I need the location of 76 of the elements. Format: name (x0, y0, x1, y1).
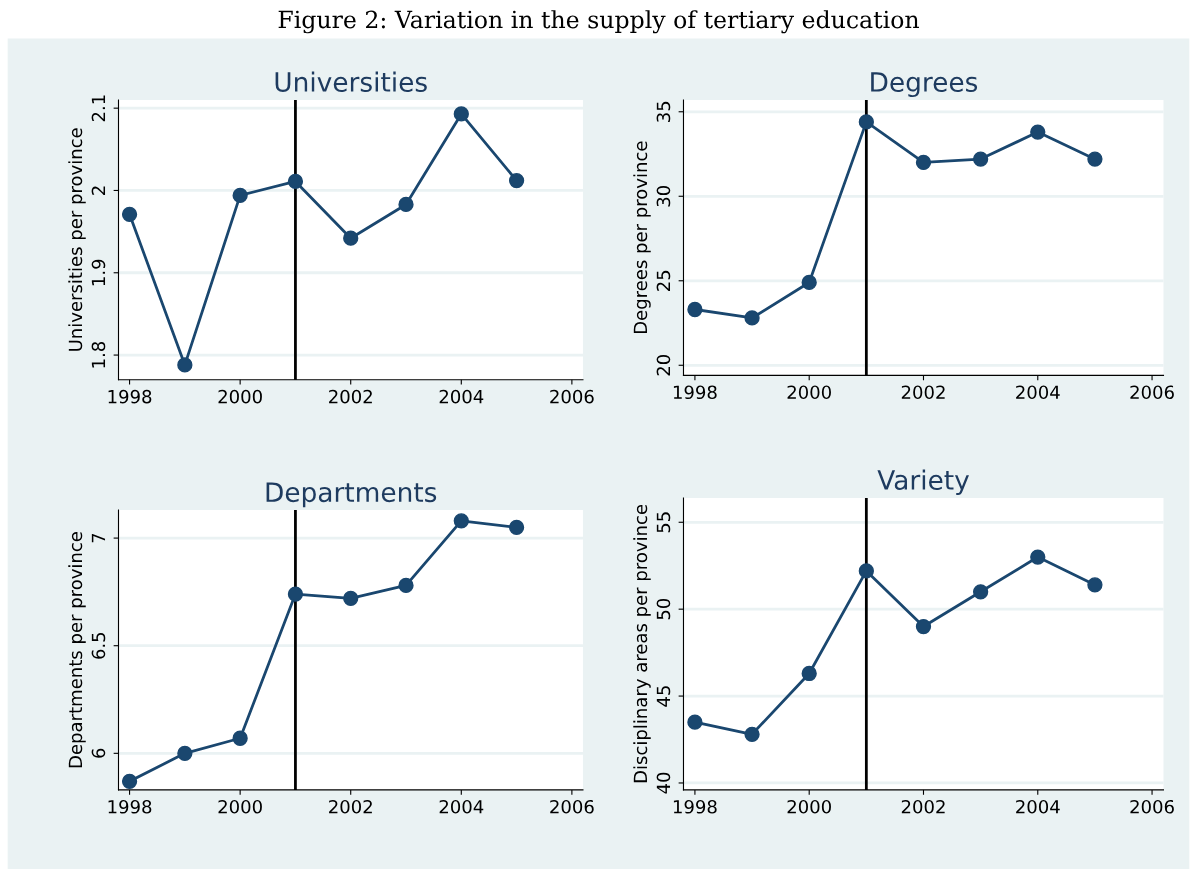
point (453, 513, 469, 529)
y-tick-label: 45 (656, 686, 671, 707)
point (398, 577, 414, 594)
point (1030, 124, 1046, 140)
point (744, 310, 760, 326)
caption: Figure 2: Variation in the supply of tertiary education (278, 10, 919, 34)
y-axis-title: Departments per province (68, 532, 86, 768)
point (915, 618, 932, 635)
point (232, 730, 248, 746)
point (687, 301, 703, 318)
point (744, 726, 760, 742)
x-tick-label: 2004 (439, 799, 484, 814)
y-tick-label: 40 (656, 772, 671, 794)
x-tick-label: 1998 (108, 389, 152, 404)
point (232, 187, 248, 204)
x-tick-label: 2004 (1016, 385, 1060, 400)
y-tick-label: 25 (656, 270, 671, 291)
point (1030, 549, 1046, 565)
chart-title: Departments (266, 482, 437, 508)
point (858, 563, 874, 579)
y-tick-label: 2 (91, 186, 106, 195)
y-tick-label: 7 (91, 533, 106, 543)
x-tick-label: 1998 (108, 799, 152, 814)
point (343, 230, 359, 246)
point (177, 357, 193, 373)
point (177, 745, 193, 761)
y-tick-label: 20 (656, 354, 671, 376)
point (858, 114, 874, 130)
y-tick-label: 6 (91, 748, 106, 758)
y-axis-title: Disciplinary areas per province (633, 504, 651, 783)
x-tick-label: 2002 (329, 799, 372, 814)
y-tick-label: 55 (656, 512, 671, 533)
chart-title: Universities (275, 71, 427, 92)
point (915, 154, 932, 171)
point (1087, 577, 1103, 593)
x-tick-label: 2000 (218, 799, 262, 814)
point (1087, 151, 1103, 167)
point (508, 519, 525, 535)
point (343, 590, 359, 606)
chart-title: Degrees (871, 72, 978, 98)
point (121, 206, 138, 222)
y-tick-label: 1.8 (91, 341, 106, 368)
point (801, 274, 817, 291)
x-tick-label: 2000 (787, 799, 831, 814)
point (453, 106, 469, 122)
x-tick-label: 2006 (550, 389, 594, 404)
point (121, 773, 138, 789)
y-tick-label: 35 (656, 101, 671, 122)
chart-title: Variety (877, 469, 969, 496)
y-tick-label: 1.9 (91, 259, 106, 286)
x-tick-label: 2004 (439, 389, 484, 404)
x-tick-label: 2002 (901, 385, 945, 400)
point (287, 586, 304, 602)
point (801, 665, 817, 682)
x-tick-label: 2004 (1016, 799, 1060, 814)
y-axis-title: Degrees per province (633, 141, 651, 334)
y-tick-label: 2.1 (91, 95, 106, 122)
x-tick-label: 2002 (329, 389, 372, 404)
x-tick-label: 1998 (673, 385, 717, 400)
x-tick-label: 2002 (901, 799, 945, 814)
x-tick-label: 2006 (550, 799, 594, 814)
point (972, 151, 989, 167)
y-tick-label: 6.5 (91, 632, 106, 659)
x-tick-label: 2000 (787, 385, 831, 400)
y-tick-label: 50 (656, 598, 671, 620)
x-tick-label: 2006 (1130, 385, 1174, 400)
point (398, 196, 414, 213)
y-axis-title: Universities per province (68, 128, 86, 351)
x-tick-label: 1998 (673, 799, 717, 814)
point (508, 172, 525, 189)
point (687, 714, 703, 730)
x-tick-label: 2006 (1130, 799, 1174, 814)
point (287, 173, 304, 190)
x-tick-label: 2000 (218, 389, 262, 404)
y-tick-label: 30 (656, 185, 671, 207)
point (972, 584, 989, 600)
